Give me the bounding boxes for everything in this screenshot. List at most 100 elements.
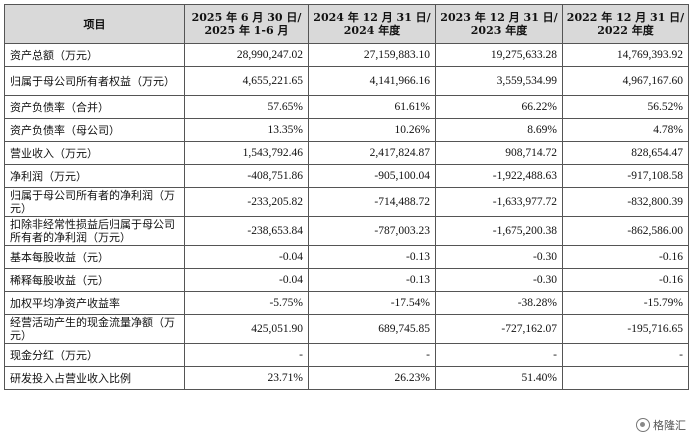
header-item: 项目 xyxy=(4,4,185,44)
row-value: - xyxy=(308,343,436,367)
row-value: -917,108.58 xyxy=(562,164,689,188)
row-value: -0.04 xyxy=(184,245,309,269)
row-value: -238,653.84 xyxy=(184,216,309,246)
row-value: -195,716.65 xyxy=(562,314,689,344)
row-value: -714,488.72 xyxy=(308,187,436,217)
row-value: -5.75% xyxy=(184,291,309,315)
row-value: 3,559,534.99 xyxy=(435,66,563,96)
row-value: -0.13 xyxy=(308,245,436,269)
row-label: 归属于母公司所有者的净利润（万元） xyxy=(4,187,185,217)
header-col-2022-line2: 2022 年度 xyxy=(597,24,654,37)
row-value: -1,675,200.38 xyxy=(435,216,563,246)
row-value: -233,205.82 xyxy=(184,187,309,217)
table-row-diluted-eps: 稀释每股收益（元） -0.04 -0.13 -0.30 -0.16 xyxy=(4,268,689,292)
table-row-net-profit: 净利润（万元） -408,751.86 -905,100.04 -1,922,4… xyxy=(4,164,689,188)
header-col-2025-line2: 2025 年 1-6 月 xyxy=(204,24,289,37)
table-row-basic-eps: 基本每股收益（元） -0.04 -0.13 -0.30 -0.16 xyxy=(4,245,689,269)
row-label: 加权平均净资产收益率 xyxy=(4,291,185,315)
row-value: -408,751.86 xyxy=(184,164,309,188)
header-col-2023-line1: 2023 年 12 月 31 日/ xyxy=(440,11,558,24)
row-value: -787,003.23 xyxy=(308,216,436,246)
row-label: 研发投入占营业收入比例 xyxy=(4,366,185,390)
table-row-total-assets: 资产总额（万元） 28,990,247.02 27,159,883.10 19,… xyxy=(4,43,689,67)
row-value: - xyxy=(562,343,689,367)
row-value: -38.28% xyxy=(435,291,563,315)
row-label: 资产负债率（合并） xyxy=(4,95,185,119)
row-value: 10.26% xyxy=(308,118,436,142)
row-value: 61.61% xyxy=(308,95,436,119)
header-col-2025-line1: 2025 年 6 月 30 日/ xyxy=(191,11,302,24)
row-value: 425,051.90 xyxy=(184,314,309,344)
row-label: 稀释每股收益（元） xyxy=(4,268,185,292)
row-value: 4,967,167.60 xyxy=(562,66,689,96)
table-row-parent-net-profit: 归属于母公司所有者的净利润（万元） -233,205.82 -714,488.7… xyxy=(4,187,689,217)
row-value: -0.04 xyxy=(184,268,309,292)
row-value: -832,800.39 xyxy=(562,187,689,217)
row-label: 净利润（万元） xyxy=(4,164,185,188)
row-value: -0.30 xyxy=(435,245,563,269)
gelonghui-logo-icon xyxy=(636,418,650,432)
table-header-row: 项目 2025 年 6 月 30 日/ 2025 年 1-6 月 2024 年 … xyxy=(4,4,689,44)
row-label: 扣除非经常性损益后归属于母公司所有者的净利润（万元） xyxy=(4,216,185,246)
table-row-cash-dividend: 现金分红（万元） - - - - xyxy=(4,343,689,367)
watermark: 格隆汇 xyxy=(624,414,686,436)
table-row-operating-cash-flow: 经营活动产生的现金流量净额（万元） 425,051.90 689,745.85 … xyxy=(4,314,689,344)
table-row-parent-equity: 归属于母公司所有者权益（万元） 4,655,221.65 4,141,966.1… xyxy=(4,66,689,96)
table-row-deducted-net-profit: 扣除非经常性损益后归属于母公司所有者的净利润（万元） -238,653.84 -… xyxy=(4,216,689,246)
row-value: 14,769,393.92 xyxy=(562,43,689,67)
row-value: 4,655,221.65 xyxy=(184,66,309,96)
row-label: 经营活动产生的现金流量净额（万元） xyxy=(4,314,185,344)
header-col-2024-line1: 2024 年 12 月 31 日/ xyxy=(313,11,431,24)
row-value: -15.79% xyxy=(562,291,689,315)
table-row-weighted-roe: 加权平均净资产收益率 -5.75% -17.54% -38.28% -15.79… xyxy=(4,291,689,315)
row-value: -0.13 xyxy=(308,268,436,292)
row-label: 归属于母公司所有者权益（万元） xyxy=(4,66,185,96)
header-col-2022: 2022 年 12 月 31 日/ 2022 年度 xyxy=(562,4,689,44)
row-value: - xyxy=(184,343,309,367)
row-value: 27,159,883.10 xyxy=(308,43,436,67)
row-label: 基本每股收益（元） xyxy=(4,245,185,269)
row-value: 689,745.85 xyxy=(308,314,436,344)
row-value: -1,633,977.72 xyxy=(435,187,563,217)
row-value: 13.35% xyxy=(184,118,309,142)
row-value: - xyxy=(435,343,563,367)
table-row-debt-ratio-parent: 资产负债率（母公司） 13.35% 10.26% 8.69% 4.78% xyxy=(4,118,689,142)
row-value: 57.65% xyxy=(184,95,309,119)
row-value: 8.69% xyxy=(435,118,563,142)
row-value: 4,141,966.16 xyxy=(308,66,436,96)
row-value: 28,990,247.02 xyxy=(184,43,309,67)
row-value: 1,543,792.46 xyxy=(184,141,309,165)
row-value: -905,100.04 xyxy=(308,164,436,188)
row-value: 828,654.47 xyxy=(562,141,689,165)
row-value: 51.40% xyxy=(435,366,563,390)
row-value: 66.22% xyxy=(435,95,563,119)
row-value: 908,714.72 xyxy=(435,141,563,165)
row-label: 现金分红（万元） xyxy=(4,343,185,367)
header-col-2023-line2: 2023 年度 xyxy=(470,24,528,37)
header-col-2025: 2025 年 6 月 30 日/ 2025 年 1-6 月 xyxy=(184,4,309,44)
row-label: 资产总额（万元） xyxy=(4,43,185,67)
header-col-2022-line1: 2022 年 12 月 31 日/ xyxy=(566,11,685,24)
row-value: 4.78% xyxy=(562,118,689,142)
row-value: -0.16 xyxy=(562,245,689,269)
table-row-debt-ratio-consolidated: 资产负债率（合并） 57.65% 61.61% 66.22% 56.52% xyxy=(4,95,689,119)
header-col-2024-line2: 2024 年度 xyxy=(343,24,401,37)
row-value: 26.23% xyxy=(308,366,436,390)
row-value: -862,586.00 xyxy=(562,216,689,246)
row-value: 23.71% xyxy=(184,366,309,390)
header-col-2023: 2023 年 12 月 31 日/ 2023 年度 xyxy=(435,4,563,44)
watermark-text: 格隆汇 xyxy=(653,419,686,432)
row-value: -727,162.07 xyxy=(435,314,563,344)
table-row-rd-ratio: 研发投入占营业收入比例 23.71% 26.23% 51.40% xyxy=(4,366,689,390)
row-value: 19,275,633.28 xyxy=(435,43,563,67)
row-label: 资产负债率（母公司） xyxy=(4,118,185,142)
row-label: 营业收入（万元） xyxy=(4,141,185,165)
header-col-2024: 2024 年 12 月 31 日/ 2024 年度 xyxy=(308,4,436,44)
row-value: 2,417,824.87 xyxy=(308,141,436,165)
row-value: -0.16 xyxy=(562,268,689,292)
row-value: -0.30 xyxy=(435,268,563,292)
row-value xyxy=(562,366,689,390)
table-row-revenue: 营业收入（万元） 1,543,792.46 2,417,824.87 908,7… xyxy=(4,141,689,165)
row-value: -17.54% xyxy=(308,291,436,315)
row-value: -1,922,488.63 xyxy=(435,164,563,188)
